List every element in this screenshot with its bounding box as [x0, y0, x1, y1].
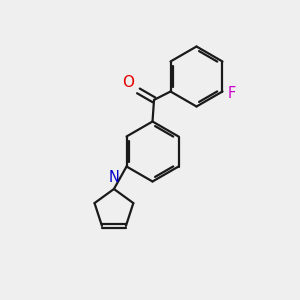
Text: F: F	[228, 86, 236, 101]
Text: N: N	[109, 169, 120, 184]
Text: O: O	[122, 75, 134, 90]
